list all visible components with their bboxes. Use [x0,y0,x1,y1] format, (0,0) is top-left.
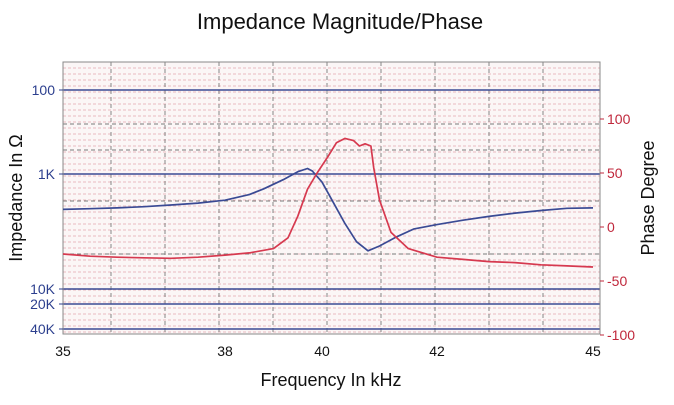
right-tick-labels: 100 50 0 -50 -100 [600,111,635,343]
x-tick-label: 45 [585,343,601,359]
x-tick-label: 40 [314,343,330,359]
x-axis-title: Frequency In kHz [260,370,401,390]
impedance-line [62,167,594,252]
x-tick-labels: 35 38 40 42 45 [55,343,601,359]
right-tick-label: 100 [607,111,631,127]
minor-grid [63,67,600,333]
chart-title: Impedance Magnitude/Phase [197,9,483,34]
right-tick-label: -100 [607,327,635,343]
right-tick-label: 50 [607,165,623,181]
plot-frame [62,61,601,335]
x-tick-label: 35 [55,343,71,359]
right-tick-label: -50 [607,273,627,289]
series-layer [62,137,594,268]
left-axis-title: Impedance In Ω [6,134,26,262]
left-tick-label: 20K [30,296,56,312]
left-tick-label: 40K [30,321,56,337]
right-tick-label: 0 [607,219,615,235]
left-tick-label: 10K [30,281,56,297]
phase-line [62,137,594,268]
left-tick-label: 100 [32,82,56,98]
right-axis-title: Phase Degree [638,140,658,255]
x-tick-label: 38 [217,343,233,359]
left-tick-label: 1K [38,166,56,182]
major-grid [63,62,600,334]
x-tick-label: 42 [429,343,445,359]
